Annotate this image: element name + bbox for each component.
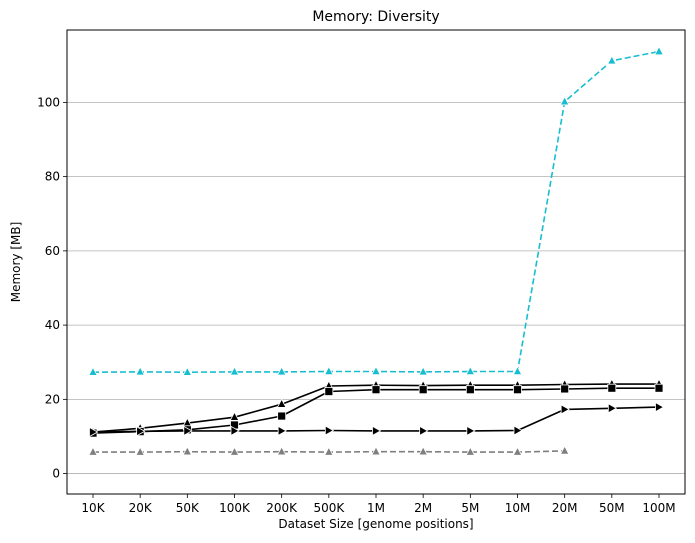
x-axis: 10K 20K 50K 100K 200K 500K 1M 2M 5M 10M 20M 50M 100M xyxy=(81,494,676,515)
y-tick-label: 20 xyxy=(45,392,60,406)
series-0 xyxy=(88,45,664,376)
chart-title: Memory: Diversity xyxy=(312,9,439,25)
x-tick-label: 20M xyxy=(552,501,578,515)
x-tick-label: 2M xyxy=(414,501,432,515)
data-point xyxy=(513,425,523,436)
data-point xyxy=(465,385,475,395)
data-point xyxy=(324,387,334,396)
data-point xyxy=(418,446,429,456)
series-4 xyxy=(88,445,570,456)
data-point xyxy=(371,385,381,395)
data-point xyxy=(371,365,381,376)
data-point xyxy=(654,45,664,56)
data-point xyxy=(324,425,335,436)
data-point xyxy=(183,425,193,437)
data-point xyxy=(372,425,382,437)
data-point xyxy=(182,366,193,376)
data-point xyxy=(655,401,665,413)
data-point xyxy=(135,366,146,376)
data-point xyxy=(89,426,99,438)
data-point xyxy=(136,426,146,437)
data-point xyxy=(229,411,240,421)
y-tick-label: 80 xyxy=(45,170,60,184)
y-tick-label: 100 xyxy=(37,95,60,109)
data-point xyxy=(559,95,570,106)
x-tick-label: 1M xyxy=(367,501,385,515)
series-layer xyxy=(88,45,665,456)
grid-lines xyxy=(67,101,685,474)
data-point xyxy=(512,446,523,456)
data-point xyxy=(182,446,193,456)
data-point xyxy=(607,383,617,393)
x-tick-label: 10K xyxy=(81,501,105,515)
x-tick-label: 200K xyxy=(266,501,298,515)
data-point xyxy=(607,403,618,414)
data-point xyxy=(230,425,240,437)
data-point xyxy=(560,404,570,415)
y-axis: 0 20 40 60 80 100 xyxy=(37,95,67,481)
data-point xyxy=(559,445,570,455)
data-point xyxy=(418,385,428,395)
series-3 xyxy=(89,401,665,438)
x-tick-label: 500K xyxy=(313,501,345,515)
data-point xyxy=(513,385,522,395)
data-point xyxy=(276,446,287,456)
data-point xyxy=(465,446,476,456)
x-tick-label: 50M xyxy=(599,501,625,515)
data-point xyxy=(323,446,334,456)
y-tick-label: 60 xyxy=(45,244,60,258)
x-tick-label: 100K xyxy=(219,501,251,515)
data-point xyxy=(276,366,287,376)
data-point xyxy=(277,411,287,421)
x-axis-label: Dataset Size [genome positions] xyxy=(278,517,473,531)
data-point xyxy=(512,365,523,376)
y-tick-label: 0 xyxy=(52,467,60,481)
y-axis-label: Memory [MB] xyxy=(9,222,23,303)
data-point xyxy=(419,425,429,437)
data-point xyxy=(654,383,664,393)
x-tick-label: 50K xyxy=(176,501,200,515)
data-point xyxy=(371,446,381,456)
data-point xyxy=(323,365,334,376)
data-point xyxy=(88,446,98,456)
data-point xyxy=(277,425,287,437)
data-point xyxy=(560,384,570,394)
data-point xyxy=(276,398,287,408)
y-tick-label: 40 xyxy=(45,318,60,332)
data-point xyxy=(606,55,617,65)
data-point xyxy=(229,446,240,456)
x-tick-label: 10M xyxy=(505,501,531,515)
data-point xyxy=(418,366,429,376)
data-point xyxy=(229,366,240,376)
data-point xyxy=(466,425,476,437)
data-point xyxy=(135,446,146,456)
x-tick-label: 5M xyxy=(461,501,479,515)
data-point xyxy=(465,365,476,376)
data-point xyxy=(88,366,98,376)
x-tick-label: 100M xyxy=(642,501,675,515)
x-tick-label: 20K xyxy=(129,501,153,515)
